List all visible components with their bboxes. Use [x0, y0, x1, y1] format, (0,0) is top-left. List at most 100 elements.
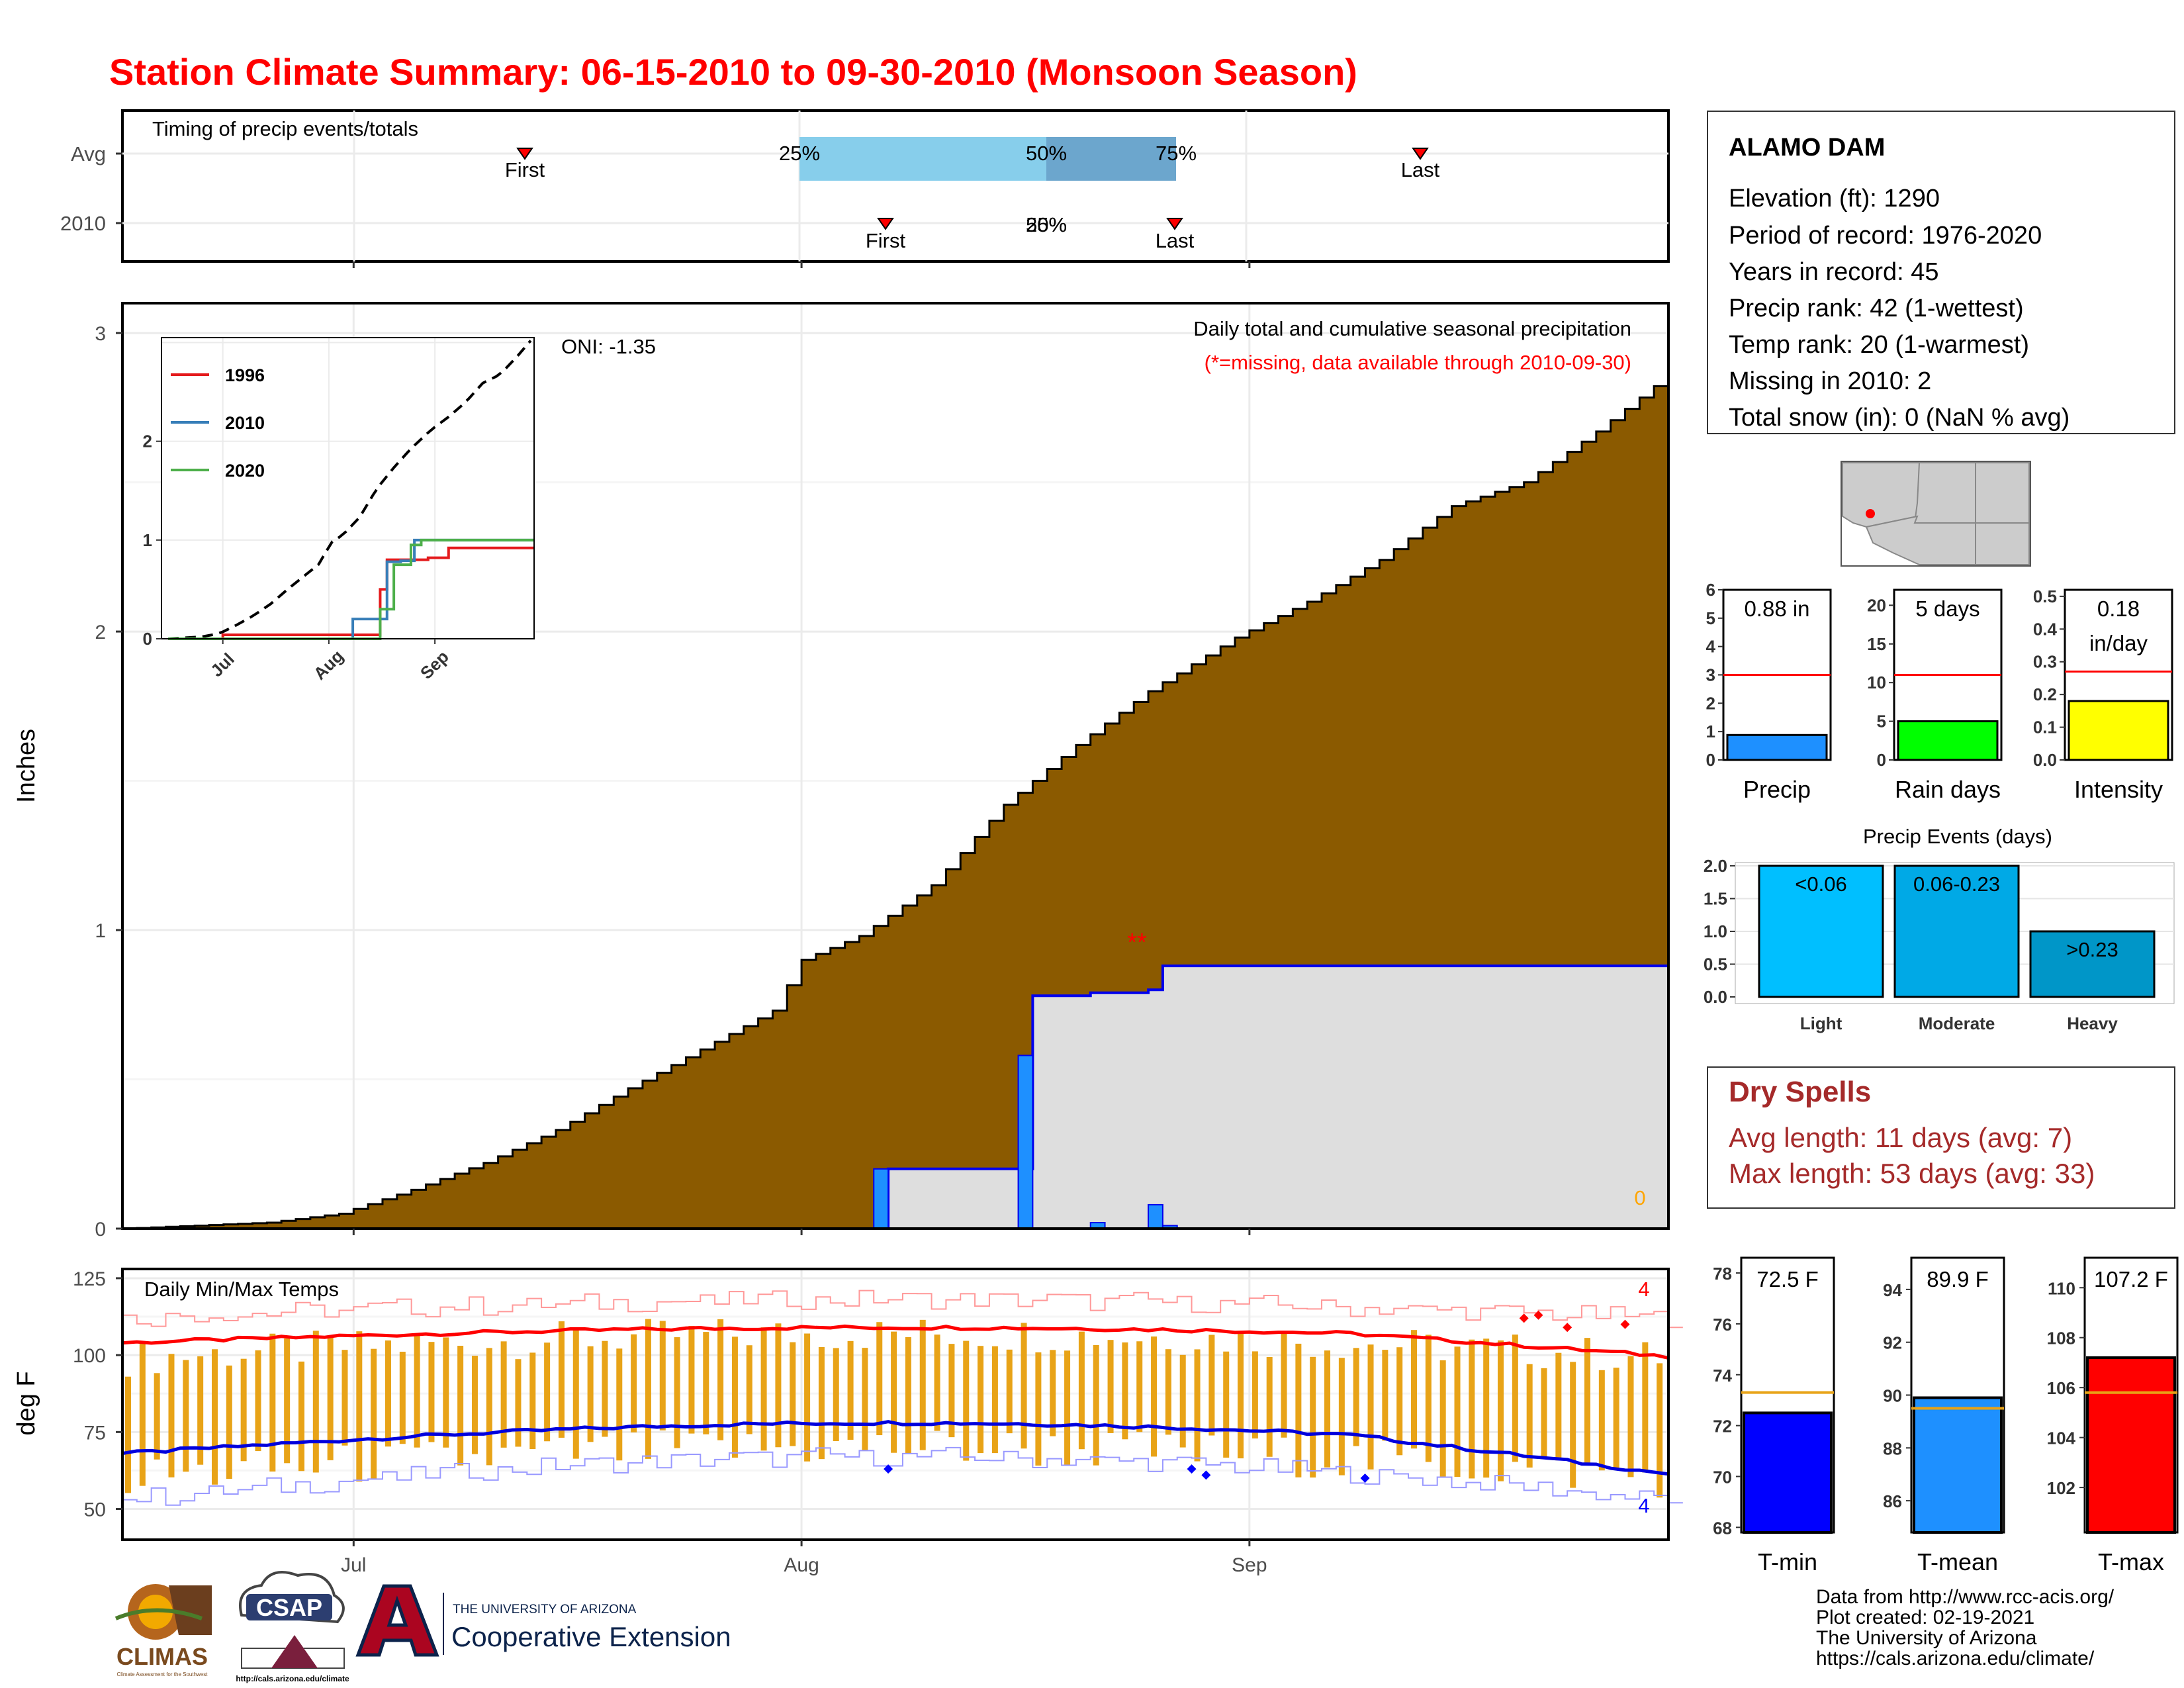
mini-ytick: 15	[1867, 634, 1886, 654]
avg-quartile-bar-high	[1046, 137, 1176, 181]
daily-temp-bar	[645, 1319, 651, 1459]
daily-temp-bar	[1223, 1351, 1230, 1458]
station-missing: Missing in 2010: 2	[1729, 367, 1931, 395]
temp-summary-bar	[1743, 1411, 1833, 1534]
record-low-marker	[1201, 1470, 1211, 1480]
inset-line-2010	[168, 538, 534, 640]
footer-line-2: Plot created: 02-19-2021	[1816, 1607, 2034, 1628]
daily-temp-bar	[255, 1350, 261, 1452]
footer-line-1: Data from http://www.rcc-acis.org/	[1816, 1586, 2115, 1608]
daily-precip-bar	[873, 1168, 889, 1229]
daily-temp-bar	[183, 1360, 189, 1472]
page-title: Station Climate Summary: 06-15-2010 to 0…	[109, 51, 1357, 93]
temp-ytick: 75	[84, 1422, 106, 1444]
temp-summary-ytick: 86	[1883, 1491, 1902, 1511]
inset-ytick: 1	[143, 530, 152, 550]
daily-temp-bar	[847, 1340, 854, 1440]
temp-summary-ytick: 102	[2047, 1478, 2075, 1498]
p75-label: 75%	[1156, 142, 1197, 165]
daily-temp-bar	[731, 1336, 738, 1458]
temp-summary-ytick: 70	[1713, 1467, 1732, 1487]
temp-summary-label: T-max	[2098, 1548, 2164, 1575]
csap-logo: CSAP http://cals.arizona.edu/climate	[236, 1571, 349, 1683]
mini-ytick: 20	[1867, 595, 1886, 615]
events-title: Precip Events (days)	[1863, 825, 2052, 848]
temp-ytick: 125	[73, 1268, 106, 1290]
daily-temp-bar	[1006, 1349, 1013, 1434]
events-ytick: 1.0	[1704, 921, 1727, 941]
record-min-count: 4	[1638, 1494, 1649, 1517]
record-high-marker	[1519, 1313, 1529, 1323]
daily-temp-bar	[876, 1322, 883, 1436]
daily-temp-bar	[1151, 1336, 1158, 1457]
daily-temp-bar	[269, 1333, 276, 1472]
events-category: Heavy	[2067, 1013, 2118, 1033]
station-period: Period of record: 1976-2020	[1729, 222, 2042, 250]
inset-average-line	[167, 340, 532, 640]
daily-precip-bar	[1017, 1055, 1034, 1229]
footer-line-4: https://cals.arizona.edu/climate/	[1816, 1648, 2095, 1669]
events-bar-label: <0.06	[1795, 872, 1846, 896]
mini-category-label: Precip	[1743, 776, 1811, 803]
dry-spells-avg: Avg length: 11 days (avg: 7)	[1729, 1122, 2072, 1153]
station-location-dot	[1866, 509, 1875, 518]
daily-temp-bar	[341, 1350, 348, 1446]
daily-temp-bar	[572, 1330, 579, 1459]
mini-ytick: 0.2	[2033, 684, 2057, 704]
daily-temp-bar	[1208, 1335, 1215, 1436]
temp-summary-value: 72.5 F	[1756, 1267, 1819, 1291]
main-xtick: Jul	[341, 1554, 366, 1576]
daily-temp-bar	[717, 1319, 724, 1440]
inset-line-2020	[168, 538, 534, 640]
mini-chart-precip: 0 1 2 3 4 5 6 0.88 in Precip	[1706, 580, 1832, 803]
university-of-arizona-logo: THE UNIVERSITY OF ARIZONA Cooperative Ex…	[355, 1584, 731, 1657]
mini-ytick: 5	[1706, 608, 1715, 628]
events-ytick: 1.5	[1704, 888, 1727, 908]
daily-temp-bar	[284, 1338, 291, 1464]
missing-markers: **	[1127, 929, 1147, 957]
year-last-marker	[1166, 218, 1183, 230]
mini-chart-intensity: 0.0 0.1 0.2 0.3 0.4 0.5 0.18 in/day Intensity	[2033, 586, 2173, 803]
daily-temp-bar	[1122, 1342, 1128, 1440]
precip-ylabel: Inches	[13, 729, 40, 803]
daily-temp-bar	[1541, 1368, 1547, 1457]
dry-spells-max: Max length: 53 days (avg: 33)	[1729, 1158, 2095, 1189]
daily-temp-bar	[616, 1348, 623, 1461]
avg-quartile-bar-low	[799, 137, 1046, 181]
record-high-marker	[1533, 1310, 1543, 1320]
daily-temp-bar	[1613, 1368, 1619, 1470]
record-max-count: 4	[1638, 1278, 1649, 1301]
daily-temp-bar	[1555, 1352, 1562, 1461]
temp-summary-ytick: 92	[1883, 1333, 1902, 1353]
daily-temp-bar	[1295, 1343, 1302, 1477]
temp-summary-value: 89.9 F	[1927, 1267, 1989, 1291]
daily-temp-bar	[500, 1341, 507, 1448]
daily-temp-bar	[298, 1361, 304, 1472]
daily-temp-bar	[414, 1335, 420, 1448]
temp-ytick: 50	[84, 1499, 106, 1521]
precip-ytick: 2	[95, 622, 106, 643]
record-high-marker	[1563, 1323, 1572, 1333]
timing-panel: Timing of precip events/totals Avg 2010 …	[60, 109, 1670, 263]
footer-credits: Data from http://www.rcc-acis.org/ Plot …	[1816, 1586, 2115, 1669]
temp-summary-ytick: 108	[2047, 1329, 2075, 1348]
timing-row-year: 2010	[60, 212, 106, 235]
avg-first-label: First	[505, 158, 545, 181]
record-high-marker	[1620, 1319, 1630, 1329]
daily-temp-bar	[991, 1346, 998, 1454]
daily-temp-bar	[905, 1336, 911, 1454]
mini-value-label: 0.18	[2097, 596, 2140, 621]
mini-chart-rain-days: 0 5 10 15 20 5 days Rain days	[1867, 588, 2003, 803]
temp-summary-ytick: 104	[2047, 1429, 2076, 1448]
daily-temp-bar	[1454, 1346, 1461, 1477]
mini-ytick: 0	[1706, 750, 1715, 770]
mini-ytick: 10	[1867, 673, 1886, 692]
daily-temp-bar	[746, 1345, 752, 1434]
daily-temp-bar	[1194, 1349, 1201, 1462]
daily-temp-bar	[428, 1342, 435, 1442]
daily-temp-bar	[659, 1321, 666, 1430]
events-bar	[1893, 865, 2020, 998]
temp-summary-ytick: 72	[1713, 1417, 1732, 1436]
daily-temp-bar	[558, 1321, 565, 1438]
daily-temp-bar	[1598, 1370, 1605, 1471]
